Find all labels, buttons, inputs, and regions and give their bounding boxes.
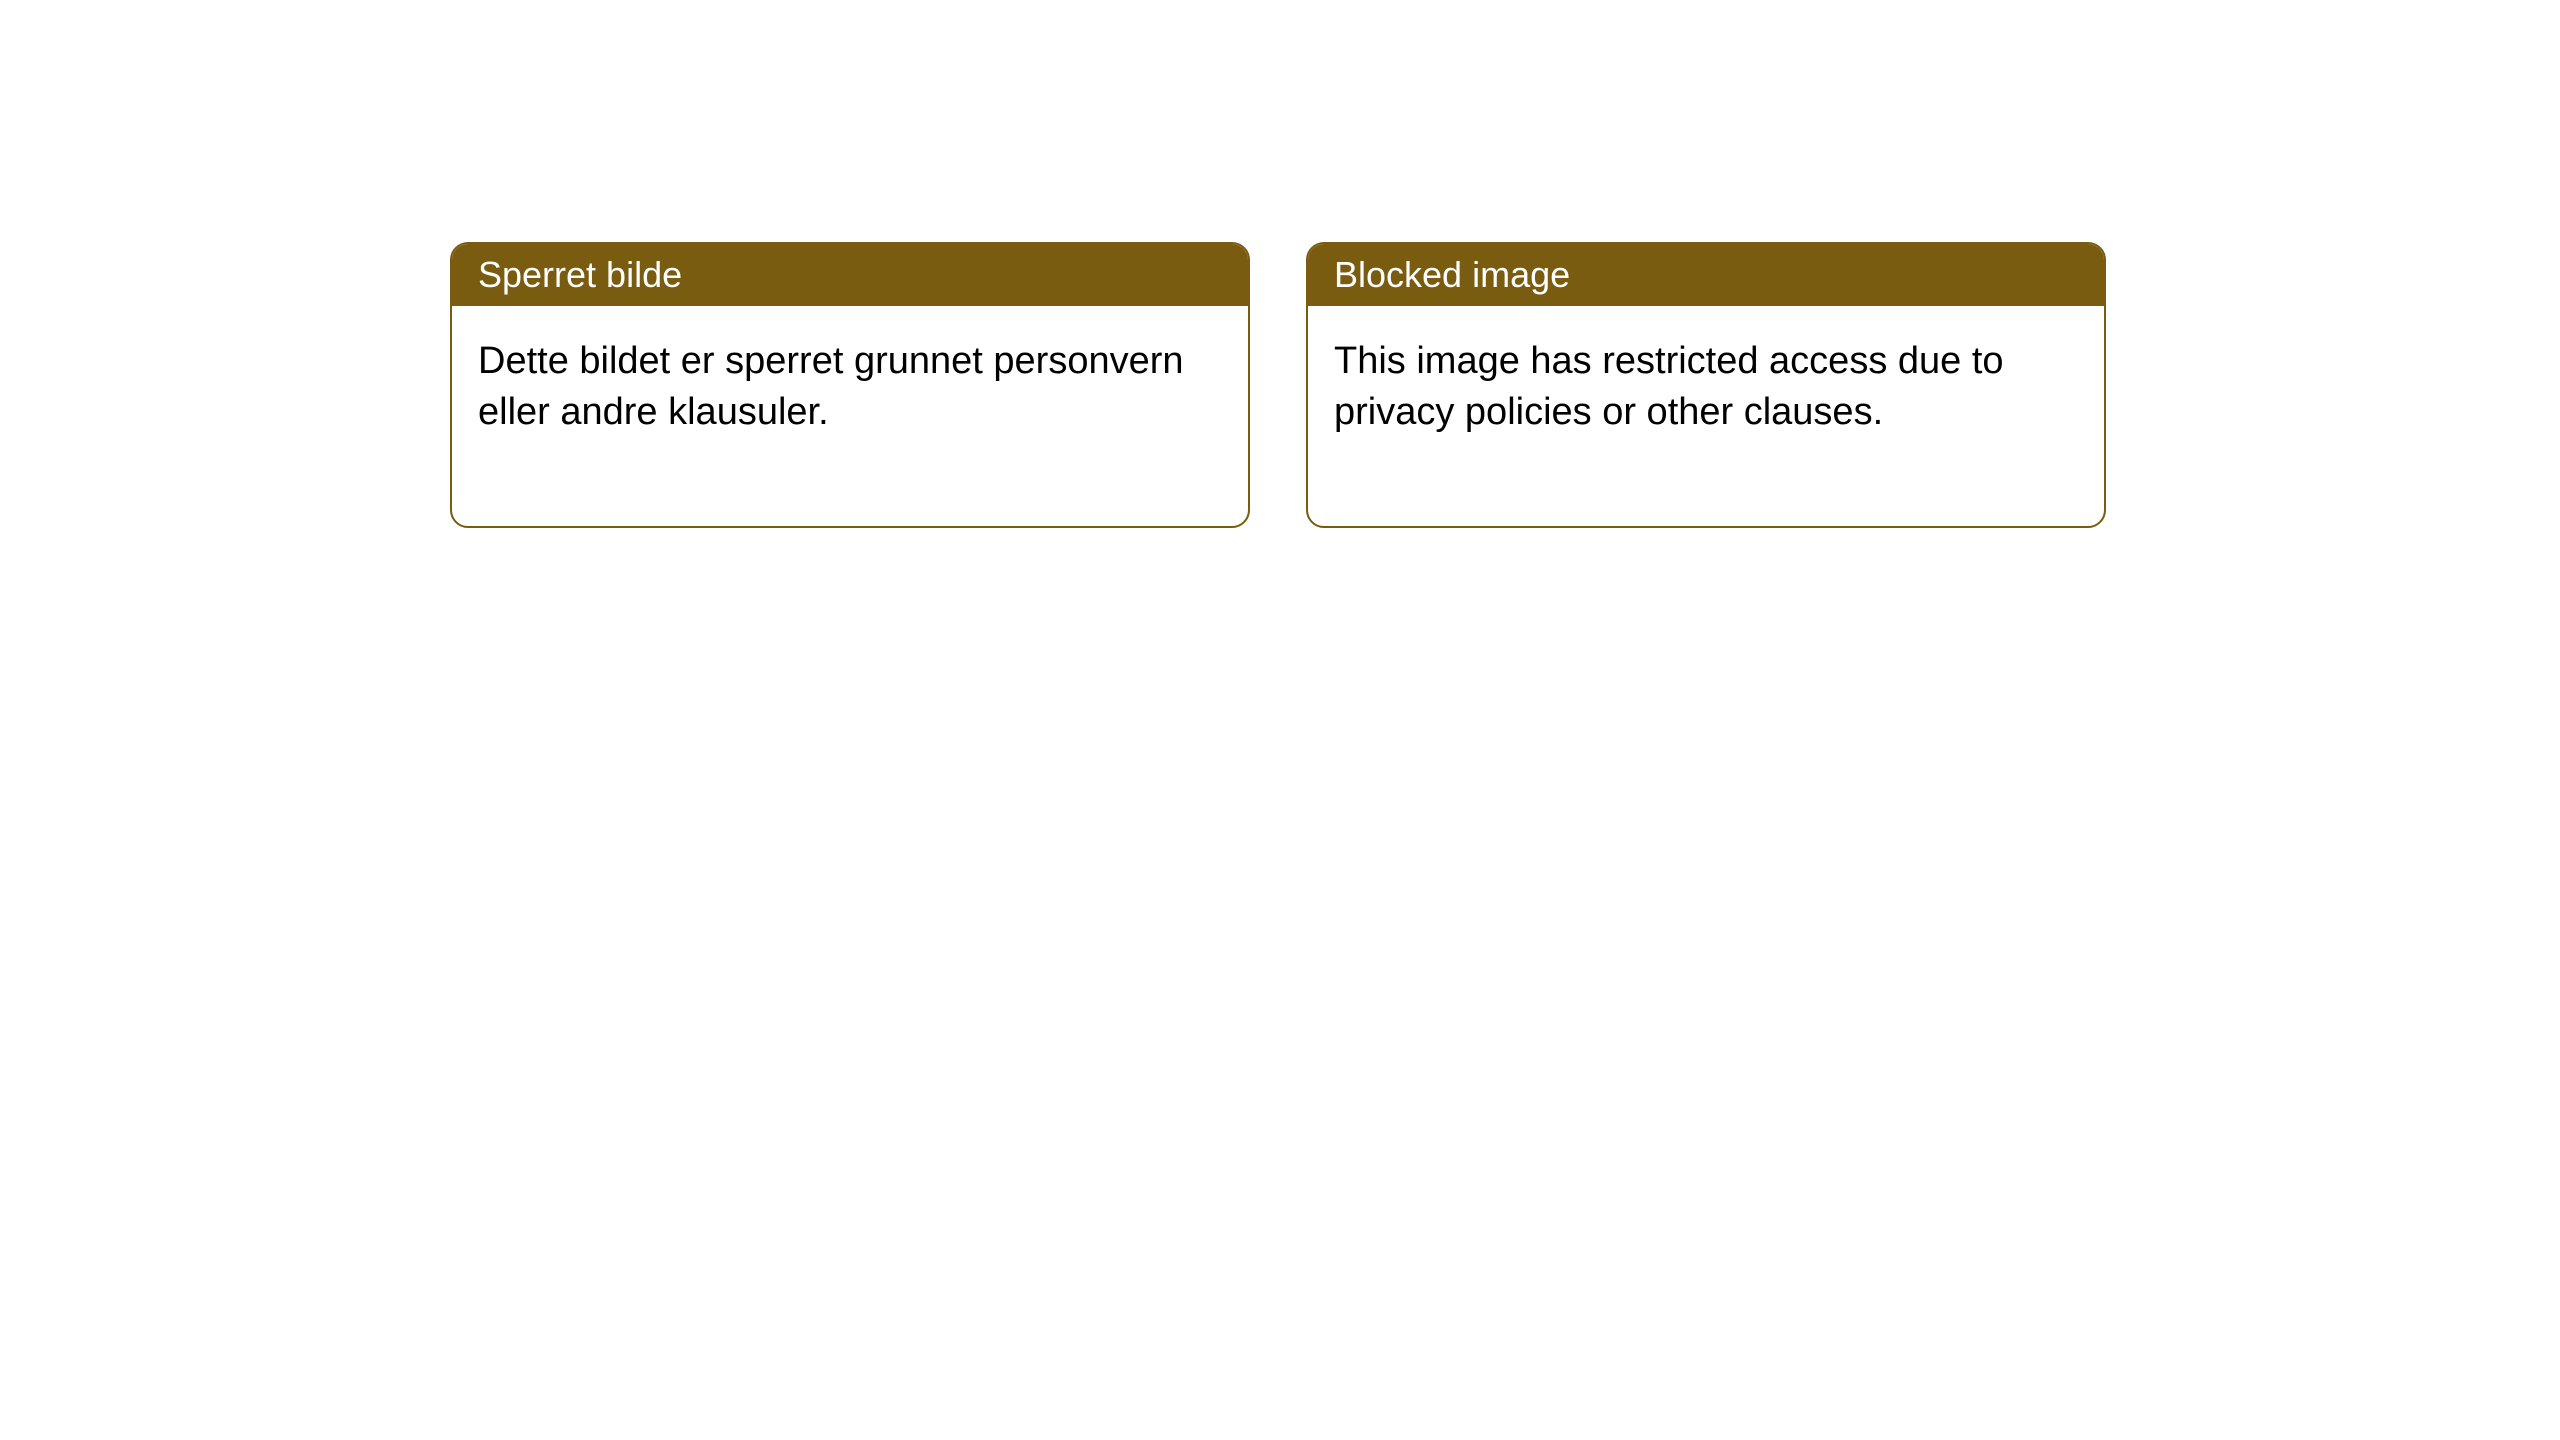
card-message: This image has restricted access due to …: [1334, 340, 2004, 433]
card-title: Sperret bilde: [478, 254, 682, 295]
card-header: Blocked image: [1308, 244, 2104, 306]
card-body: Dette bildet er sperret grunnet personve…: [452, 306, 1248, 526]
notice-container: Sperret bilde Dette bildet er sperret gr…: [450, 242, 2106, 528]
blocked-image-card-en: Blocked image This image has restricted …: [1306, 242, 2106, 528]
card-body: This image has restricted access due to …: [1308, 306, 2104, 526]
card-header: Sperret bilde: [452, 244, 1248, 306]
card-message: Dette bildet er sperret grunnet personve…: [478, 340, 1184, 433]
card-title: Blocked image: [1334, 254, 1570, 295]
blocked-image-card-no: Sperret bilde Dette bildet er sperret gr…: [450, 242, 1250, 528]
